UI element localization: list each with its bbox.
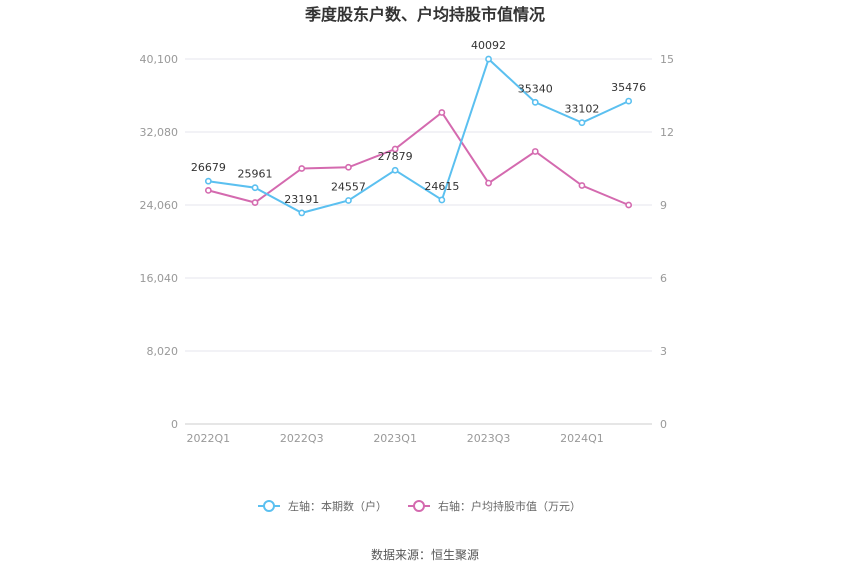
chart-title: 季度股东户数、户均持股市值情况 [304,5,545,24]
data-label: 26679 [191,161,226,174]
data-point [625,97,633,105]
legend[interactable]: 左轴：本期数（户） 右轴：户均持股市值（万元） [258,499,581,513]
right-tick-label: 15 [660,53,674,66]
x-tick-label: 2023Q1 [373,432,417,445]
legend-marker [413,500,425,512]
data-point [531,98,539,106]
series-lines [208,57,630,214]
x-tick-label: 2022Q3 [280,432,324,445]
data-point [531,148,539,155]
series-line [208,111,630,206]
data-point [345,163,352,171]
right-tick-label: 3 [660,345,667,358]
legend-marker [263,500,275,512]
data-label: 24615 [424,180,459,193]
x-tick-label: 2022Q1 [187,432,231,445]
legend-item[interactable]: 左轴：本期数（户） [258,499,387,513]
legend-label: 左轴：本期数（户） [288,499,387,513]
legend-item[interactable]: 右轴：户均持股市值（万元） [408,499,581,513]
x-tick-label: 2023Q3 [467,432,511,445]
data-label: 40092 [471,39,506,52]
legend-label: 右轴：户均持股市值（万元） [438,499,581,513]
data-point [578,182,586,189]
data-point [251,184,259,192]
left-tick-label: 0 [171,418,178,431]
data-point [391,166,399,174]
left-axis: 0 8,020 16,040 24,060 32,080 40,100 [140,53,179,431]
left-tick-label: 8,020 [147,345,179,358]
data-point [485,179,492,187]
left-tick-label: 16,040 [140,272,179,285]
data-label: 33102 [564,103,599,116]
data-label: 23191 [284,193,319,206]
data-label: 35476 [611,81,646,94]
data-point [251,199,259,206]
x-tick-label: 2024Q1 [560,432,604,445]
source-note: 数据来源：恒生聚源 [371,547,479,562]
right-tick-label: 12 [660,126,674,139]
data-point [438,109,446,116]
data-point [298,209,306,217]
data-point [204,186,212,194]
data-point [204,177,212,185]
data-point [485,55,492,63]
left-tick-label: 40,100 [140,53,179,66]
right-axis: 0 3 6 9 12 15 [660,53,674,431]
data-label: 27879 [378,150,413,163]
right-tick-label: 6 [660,272,667,285]
series-line [208,57,630,214]
data-point [391,145,399,153]
x-axis: 2022Q1 2022Q3 2023Q1 2023Q3 2024Q1 [187,432,604,445]
data-point [345,197,352,204]
right-tick-label: 9 [660,199,667,212]
data-label: 35340 [518,82,553,95]
data-label: 25961 [238,168,273,181]
left-tick-label: 24,060 [140,199,179,212]
data-labels: 26679 25961 23191 24557 27879 24615 40092 35340… [191,39,646,206]
data-label: 24557 [331,180,366,193]
data-point [438,196,446,204]
left-tick-label: 32,080 [140,126,179,139]
data-point [578,119,586,127]
data-point [298,165,306,172]
right-tick-label: 0 [660,418,667,431]
data-point [625,201,633,209]
series-points [204,55,633,217]
